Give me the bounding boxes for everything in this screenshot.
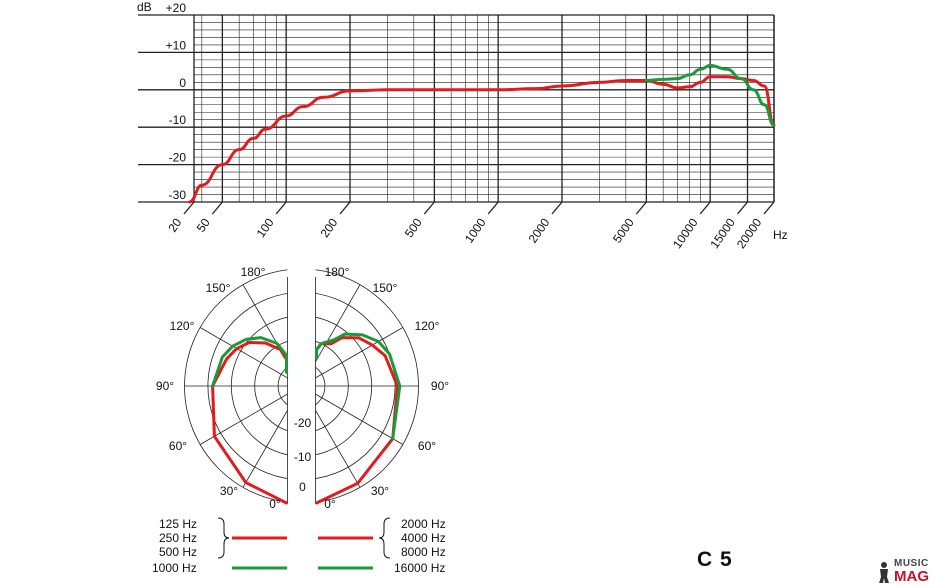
x-tick-slant <box>699 201 711 215</box>
polar-angle-label: 0° <box>269 497 281 511</box>
frequency-response-green-curve <box>644 63 776 127</box>
y-tick-label: 0 <box>179 76 186 90</box>
x-tick-label: 20000 <box>734 215 765 251</box>
x-tick-label: 20 <box>165 215 184 234</box>
x-tick-label: 200 <box>317 215 340 240</box>
polar-spoke <box>301 327 404 387</box>
polar-red-curve <box>211 340 288 505</box>
polar-angle-label: 180° <box>325 265 350 279</box>
polar-angle-label: 90° <box>156 379 174 393</box>
x-tick-slant <box>737 201 749 215</box>
legend-brace-right <box>378 517 391 559</box>
watermark-mag: MAG <box>894 568 929 585</box>
legend-label-4000hz: 4000 Hz <box>401 531 446 545</box>
model-name: C 5 <box>697 548 733 571</box>
y-tick-label: +10 <box>166 38 187 52</box>
legend-brace-left <box>217 517 230 559</box>
polar-green-curve <box>315 332 402 441</box>
x-tick-label: 2000 <box>526 215 553 245</box>
polar-angle-label: 30° <box>220 484 238 498</box>
polar-angle-label: 120° <box>415 319 440 333</box>
polar-spoke <box>199 385 302 445</box>
x-tick-slant <box>763 201 775 215</box>
polar-angle-label: 0° <box>324 497 336 511</box>
y-tick-label: +20 <box>166 1 187 15</box>
polar-red-curve <box>315 336 399 505</box>
legend-label-125hz: 125 Hz <box>159 517 198 531</box>
polar-pattern-chart: 180° 180° 150° 150° 120° 120° 90° 90° 60° 60° 30° 3… <box>156 257 449 511</box>
x-tick-label: 100 <box>254 215 277 240</box>
x-tick-slant <box>339 201 351 215</box>
polar-radial-label: -20 <box>294 416 312 430</box>
frequency-response-red-curve <box>188 75 776 204</box>
polar-angle-label: 150° <box>206 281 231 295</box>
polar-angle-label: 60° <box>418 439 436 453</box>
x-tick-slant <box>487 201 499 215</box>
x-tick-slant <box>551 201 563 215</box>
polar-green-curve <box>211 336 288 388</box>
y-tick-label: -30 <box>169 188 187 202</box>
x-tick-slant <box>423 201 435 215</box>
polar-radial-label: -10 <box>294 450 312 464</box>
x-tick-slant <box>635 201 647 215</box>
x-tick-label: 10000 <box>670 215 701 251</box>
polar-radial-label: 0 <box>299 480 306 494</box>
x-tick-label: 500 <box>402 215 425 240</box>
y-tick-label: -20 <box>169 151 187 165</box>
legend-label-250hz: 250 Hz <box>159 531 198 545</box>
y-tick-label: -10 <box>169 113 187 127</box>
x-tick-label: 15000 <box>707 215 738 251</box>
musicmag-watermark-logo: MUSIC MAG <box>870 556 940 587</box>
guitarist-icon <box>879 562 889 583</box>
polar-spoke <box>301 385 404 445</box>
x-tick-slant <box>211 201 223 215</box>
polar-legend-swatches <box>217 517 391 570</box>
frequency-response-chart: 20 50 100 200 500 1000 2000 5000 10000 1500020000… <box>137 0 788 251</box>
x-tick-label: 50 <box>194 215 213 234</box>
polar-angle-label: 180° <box>241 265 266 279</box>
x-axis-unit: Hz <box>773 228 788 242</box>
polar-angle-label: 60° <box>169 439 187 453</box>
watermark-music: MUSIC <box>894 558 929 569</box>
x-tick-slant <box>183 201 195 215</box>
legend-label-2000hz: 2000 Hz <box>401 517 446 531</box>
polar-spoke <box>199 327 302 387</box>
legend-label-16000hz: 16000 Hz <box>394 561 446 575</box>
x-tick-label: 1000 <box>462 215 489 245</box>
legend-label-1000hz: 1000 Hz <box>152 561 197 575</box>
polar-center-gap <box>287 257 316 505</box>
legend-label-500hz: 500 Hz <box>159 545 198 559</box>
x-tick-label: 5000 <box>610 215 637 245</box>
polar-angle-label: 90° <box>431 379 449 393</box>
polar-angle-label: 30° <box>371 484 389 498</box>
x-tick-slant <box>275 201 287 215</box>
polar-angle-label: 120° <box>170 319 195 333</box>
y-axis-unit: dB <box>137 0 152 14</box>
legend-label-8000hz: 8000 Hz <box>401 545 446 559</box>
polar-angle-label: 150° <box>373 281 398 295</box>
